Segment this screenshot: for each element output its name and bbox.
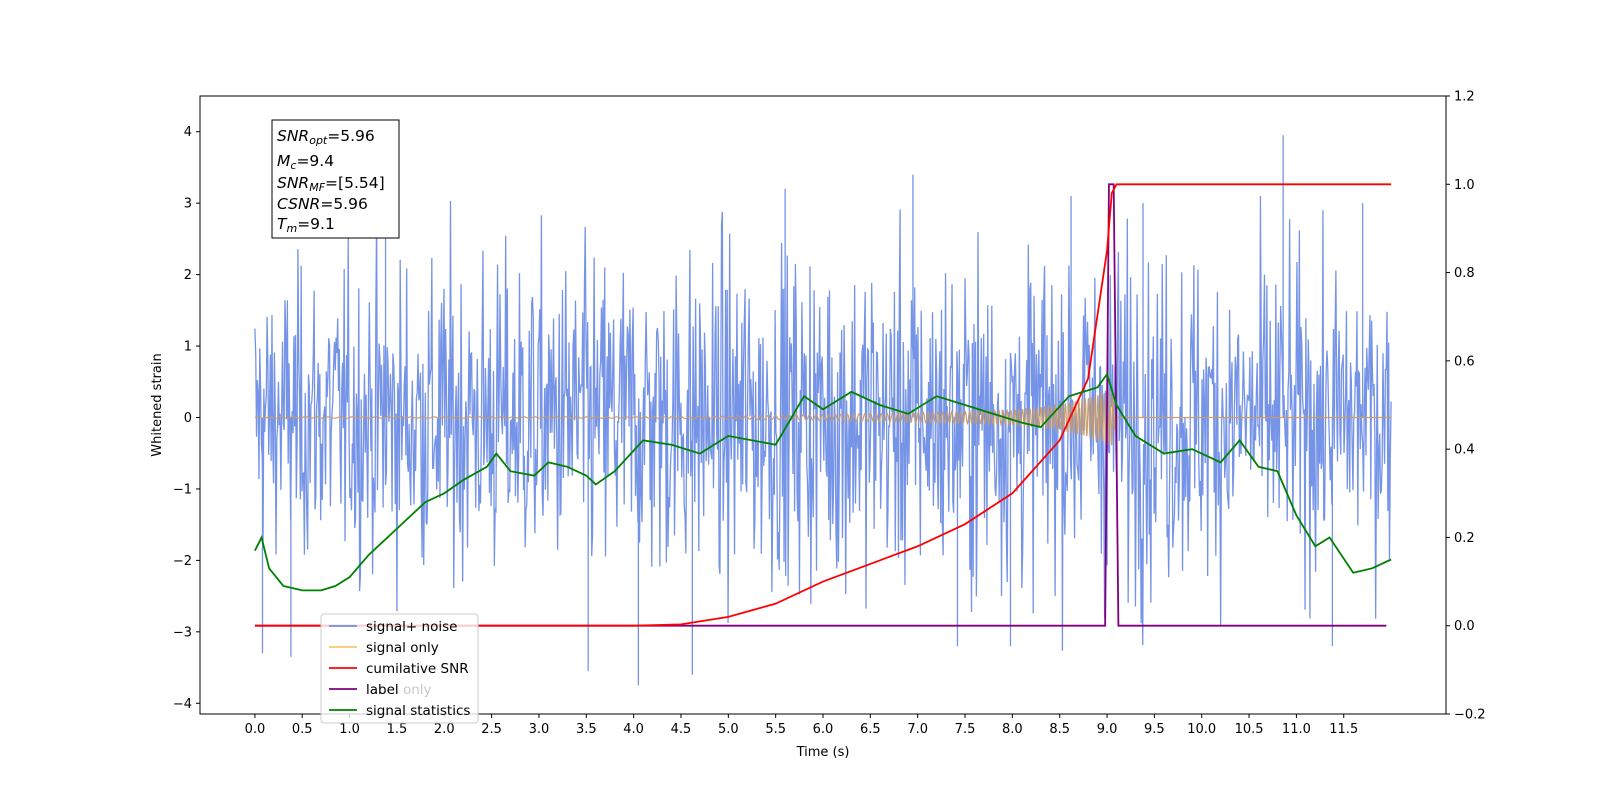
y-right-tick-label: 1.2 [1454,90,1475,105]
legend: signal+ noise signal only cumilative SNR la… [320,613,479,724]
y-tick-label: −1 [173,482,192,497]
y-tick-label: −2 [173,554,192,569]
annotation-snr-mf: SNRMF=[5.54] [277,174,385,194]
y-tick-label: −4 [173,697,192,712]
x-tick-label: 7.5 [955,722,976,737]
y-right-tick-label: 0.0 [1454,619,1475,634]
legend-label: signal+ noise [366,619,457,635]
legend-label: signal statistics [366,703,470,719]
y-tick-label: 1 [184,340,192,355]
y-tick-label: 2 [184,268,192,283]
x-tick-label: 9.0 [1097,722,1118,737]
x-tick-label: 11.0 [1282,722,1311,737]
x-tick-label: 1.5 [387,722,408,737]
label-line [254,183,1387,627]
y-right-tick-label: −0.2 [1454,708,1486,723]
signal-only-line [254,390,1392,446]
y-tick-label: 4 [184,125,192,140]
x-tick-label: 0.5 [292,722,313,737]
x-tick-label: 8.5 [1049,722,1070,737]
y-right-tick-label: 0.8 [1454,266,1475,281]
x-tick-label: 4.0 [623,722,644,737]
cumulative-snr-line [254,183,1392,627]
annotation-mc: Mc=9.4 [277,152,334,172]
x-tick-label: 7.0 [907,722,928,737]
x-tick-label: 5.0 [718,722,739,737]
signal-noise-line [254,135,1392,686]
y-axis-left: 4 3 2 1 0 −1 −2 −3 −4 [173,125,200,712]
legend-label: label [366,682,399,698]
y-tick-label: −3 [173,625,192,640]
legend-frame [320,613,479,724]
x-axis-label: Time (s) [796,745,850,760]
legend-label: label only [366,682,432,698]
x-tick-label: 1.0 [339,722,360,737]
y-axis-label: Whitened strain [150,353,165,456]
y-tick-label: 3 [184,197,192,212]
x-tick-label: 6.5 [860,722,881,737]
annotation-tm: Tm=9.1 [277,215,335,235]
legend-label: cumilative SNR [366,661,469,677]
annotation-snr-opt: SNRopt=5.96 [277,127,375,147]
x-tick-label: 10.5 [1235,722,1264,737]
x-axis: 0.0 0.5 1.0 1.5 2.0 2.5 3.0 3.5 4.0 4.5 5.0 5.5 6.0 6… [245,714,1358,737]
signal-statistics-line [254,372,1392,592]
x-tick-label: 2.0 [434,722,455,737]
annotation-box: SNRopt=5.96 Mc=9.4 SNRMF=[5.54] CSNR=5.9… [271,119,400,239]
x-tick-label: 5.5 [765,722,786,737]
x-tick-label: 9.5 [1144,722,1165,737]
legend-label: signal only [366,640,439,656]
signal-noise-series [254,135,1392,686]
x-tick-label: 4.5 [671,722,692,737]
x-tick-label: 6.0 [813,722,834,737]
y-axis-right: 1.2 1.0 0.8 0.6 0.4 0.2 0.0 −0.2 [1446,90,1486,723]
x-tick-label: 2.5 [481,722,502,737]
x-tick-label: 8.0 [1002,722,1023,737]
x-tick-label: 3.5 [576,722,597,737]
y-right-tick-label: 0.4 [1454,443,1475,458]
y-tick-label: 0 [184,411,192,426]
x-tick-label: 3.0 [529,722,550,737]
signal-only-series [254,390,1392,446]
y-right-tick-label: 0.2 [1454,531,1475,546]
annotation-csnr: CSNR=5.96 [277,195,368,213]
x-tick-label: 0.0 [245,722,266,737]
x-tick-label: 11.5 [1329,722,1358,737]
x-tick-label: 10.0 [1187,722,1216,737]
y-right-tick-label: 0.6 [1454,354,1475,369]
y-right-tick-label: 1.0 [1454,178,1475,193]
